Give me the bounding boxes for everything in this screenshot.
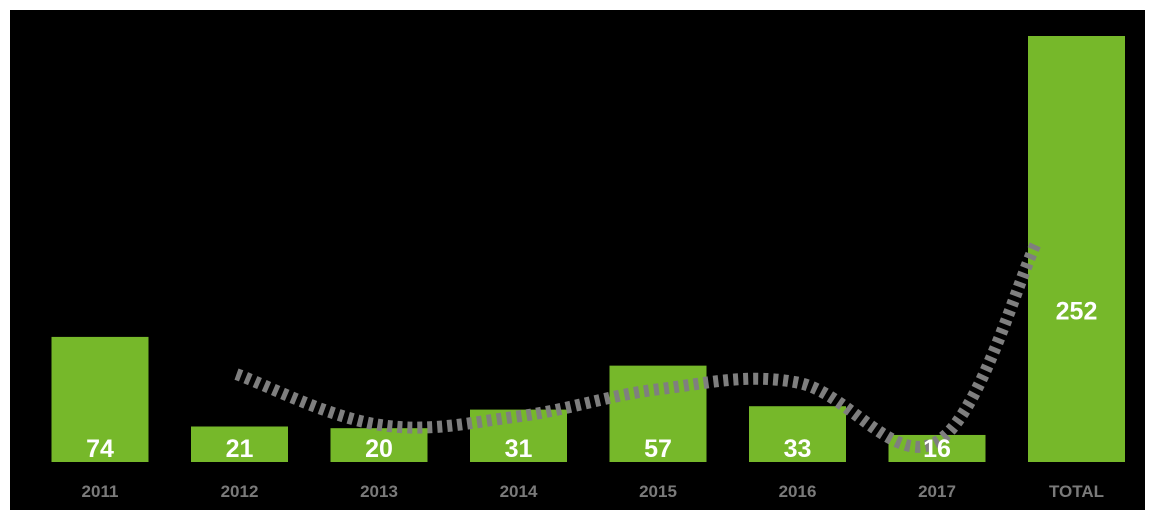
- x-tick-label-2011: 2011: [82, 482, 119, 501]
- bar-2013: [330, 428, 428, 462]
- bar-chart: 74 2011 21 2012 20 2013 31 2014 57 2015 33 2016 16 20…: [51, 36, 1125, 501]
- data-label-2015: 57: [644, 435, 672, 463]
- x-tick-label-2013: 2013: [360, 482, 398, 501]
- bars-layer: [51, 36, 1125, 462]
- trend-line: [234, 239, 1042, 453]
- bar-2016: [749, 406, 846, 462]
- data-label-2013: 20: [365, 435, 393, 463]
- data-label-2012: 21: [226, 435, 254, 463]
- bar-2011: [51, 336, 149, 462]
- trend-line-layer: [234, 239, 1042, 453]
- x-tick-label-2015: 2015: [639, 482, 677, 501]
- bar-2012: [191, 426, 288, 462]
- data-label-2017: 16: [923, 435, 951, 463]
- x-tick-label-2014: 2014: [500, 482, 538, 501]
- labels-layer: 74 2011 21 2012 20 2013 31 2014 57 2015 33 2016 16 20…: [82, 297, 1104, 501]
- bar-total: [1028, 36, 1125, 462]
- x-tick-label-2017: 2017: [918, 482, 956, 501]
- x-tick-label-total: TOTAL: [1049, 482, 1104, 501]
- x-tick-label-2012: 2012: [221, 482, 259, 501]
- data-label-total: 252: [1056, 297, 1098, 325]
- data-label-2014: 31: [505, 435, 533, 463]
- data-label-2016: 33: [784, 435, 812, 463]
- x-tick-label-2016: 2016: [779, 482, 817, 501]
- chart-area: 74 2011 21 2012 20 2013 31 2014 57 2015 33 2016 16 20…: [10, 10, 1145, 510]
- data-label-2011: 74: [86, 435, 114, 463]
- bar-2015: [609, 365, 707, 462]
